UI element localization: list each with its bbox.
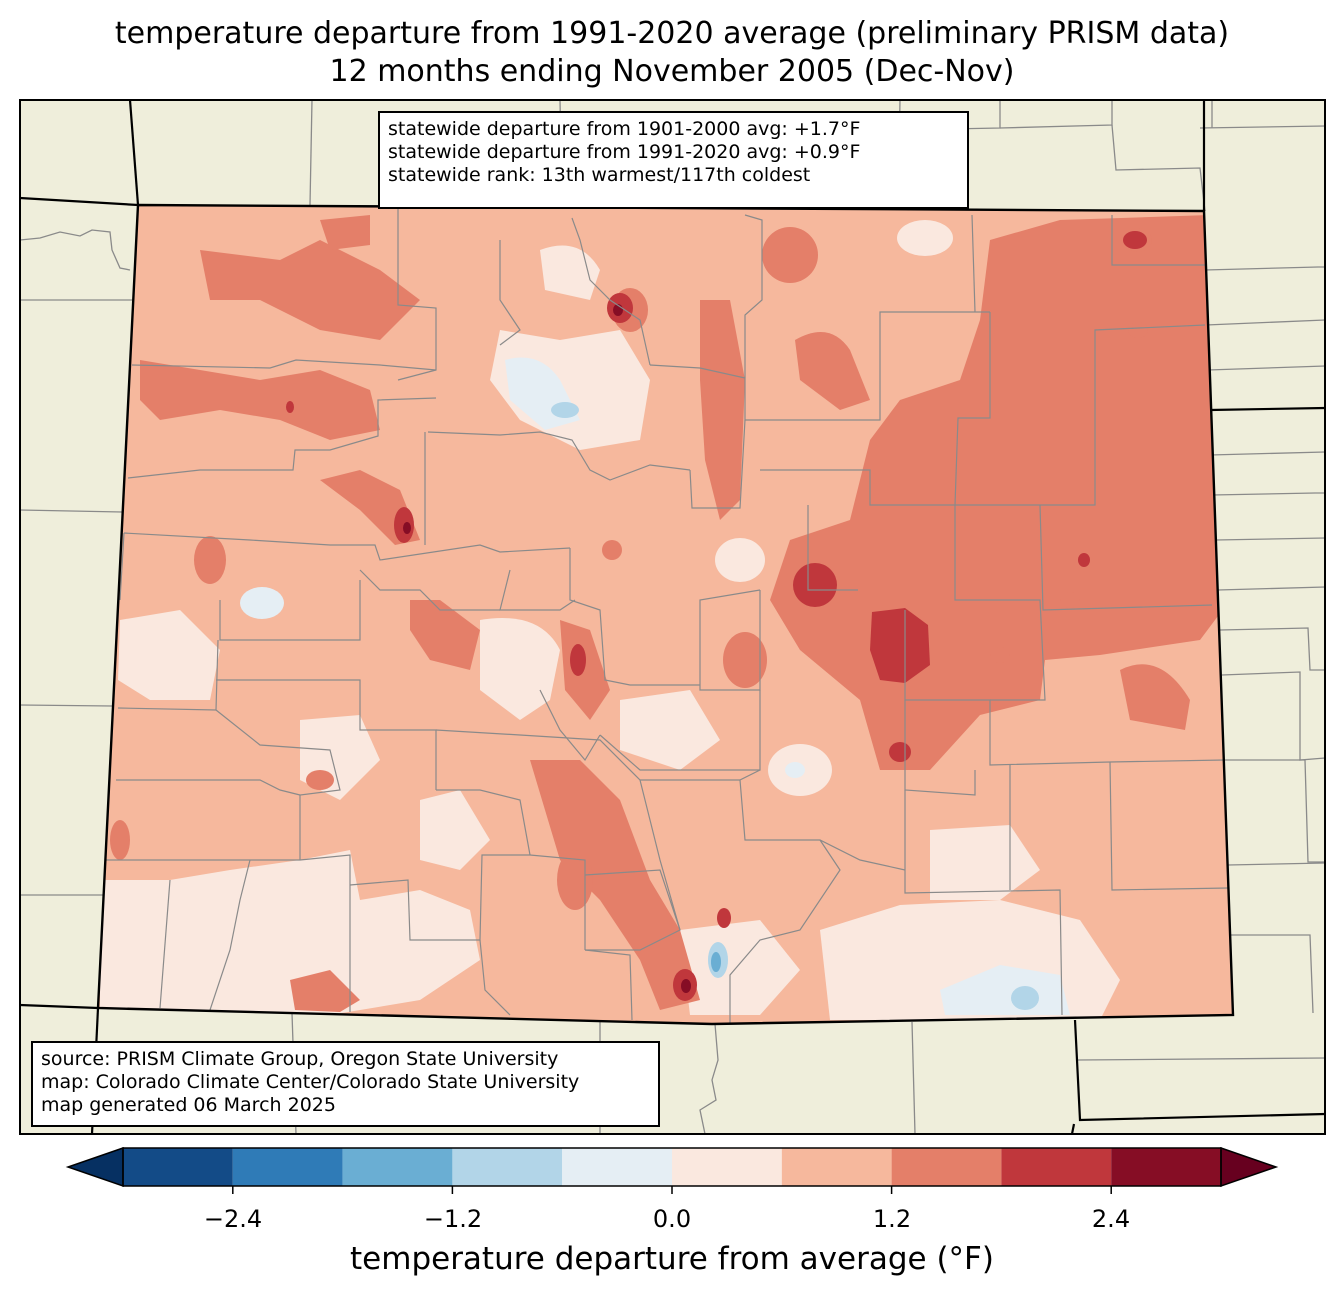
colorbar-label: temperature departure from average (°F) <box>350 1241 994 1277</box>
colorbar-tick-label: −2.4 <box>203 1205 263 1233</box>
source-credits-box: source: PRISM Climate Group, Oregon Stat… <box>31 1041 660 1127</box>
colorbar-tick-label: 1.2 <box>872 1205 912 1233</box>
colorbar-bin <box>342 1148 453 1186</box>
source-line-2: map: Colorado Climate Center/Colorado St… <box>41 1071 580 1093</box>
colorbar-bin <box>123 1148 233 1186</box>
colorbar-under-arrow <box>65 1146 124 1188</box>
source-line-1: source: PRISM Climate Group, Oregon Stat… <box>41 1048 559 1070</box>
colorbar-bin <box>1001 1148 1112 1186</box>
temperature-field <box>98 205 1233 1024</box>
colorbar-tick-label: −1.2 <box>423 1205 483 1233</box>
map-subtitle: 12 months ending November 2005 (Dec-Nov) <box>329 54 1015 89</box>
colorbar-bin <box>891 1148 1002 1186</box>
colorbar-bin <box>562 1148 672 1186</box>
colorbar-bin <box>672 1148 782 1186</box>
colorbar-tick-label: 0.0 <box>652 1205 692 1233</box>
colorbar-bin <box>232 1148 343 1186</box>
map-frame <box>19 99 1326 1135</box>
county-lines <box>106 209 1229 1024</box>
statewide-stats-box: statewide departure from 1901-2000 avg: … <box>378 111 969 209</box>
colorbar-over-arrow <box>1220 1146 1279 1188</box>
colorbar-bin <box>781 1148 892 1186</box>
source-line-3: map generated 06 March 2025 <box>41 1094 336 1116</box>
colorbar-bin <box>1111 1148 1221 1186</box>
stats-line-1: statewide departure from 1901-2000 avg: … <box>388 118 861 140</box>
stats-line-3: statewide rank: 13th warmest/117th colde… <box>388 164 811 186</box>
colorado-border <box>96 203 1235 1026</box>
map-title: temperature departure from 1991-2020 ave… <box>114 16 1230 51</box>
colorbar-bin <box>452 1148 563 1186</box>
colorbar-tick-label: 2.4 <box>1091 1205 1131 1233</box>
stats-line-2: statewide departure from 1991-2020 avg: … <box>388 141 861 163</box>
